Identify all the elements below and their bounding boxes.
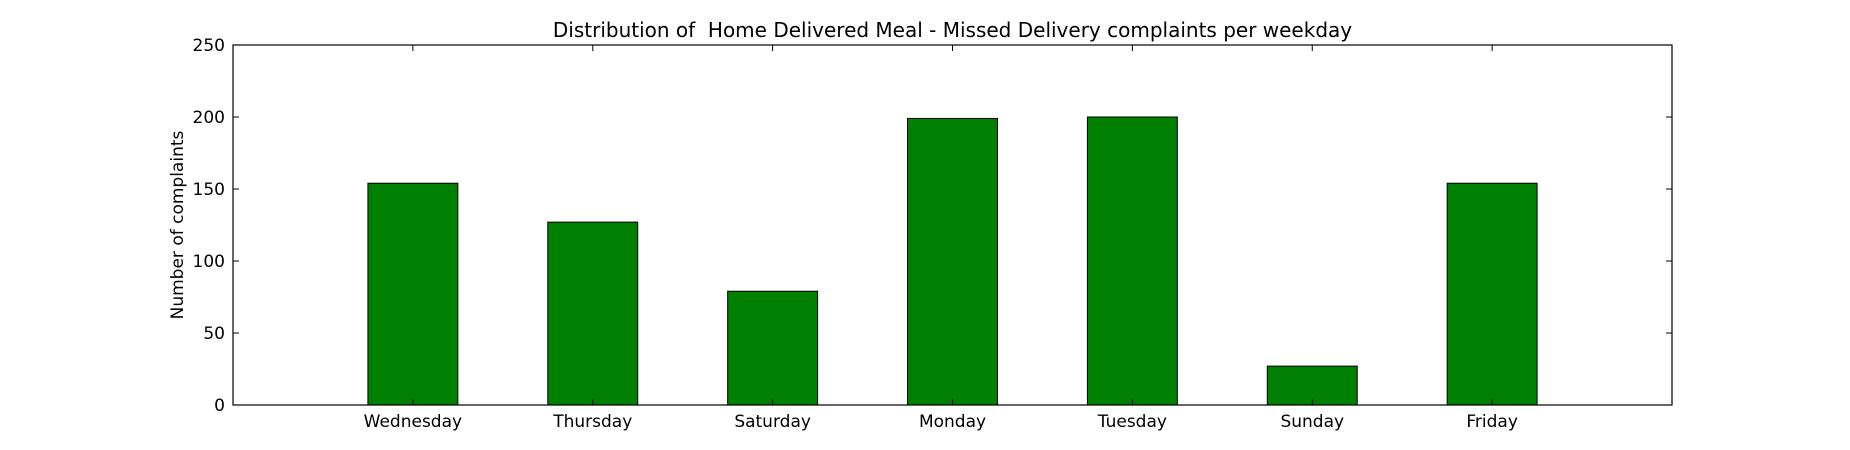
y-axis-label: Number of complaints (168, 130, 188, 319)
y-tick-label: 0 (214, 396, 225, 416)
bar-tuesday (1086, 116, 1178, 406)
y-tick-label: 100 (193, 252, 225, 272)
plot-frame (232, 44, 1673, 406)
x-tick-label-wednesday: Wednesday (364, 412, 462, 432)
bar-saturday (727, 290, 819, 406)
x-tick-label-thursday: Thursday (552, 412, 632, 432)
y-tick-label: 200 (193, 108, 225, 128)
ticks-layer: 0 50 100 150 200 250 Wednesday Thursday Saturday… (193, 36, 1672, 432)
x-tick-label-sunday: Sunday (1280, 412, 1344, 432)
x-tick-label-tuesday: Tuesday (1097, 412, 1167, 432)
x-tick-label-saturday: Saturday (734, 412, 811, 432)
bar-thursday (547, 221, 639, 406)
chart-title: Distribution of Home Delivered Meal - Mi… (553, 18, 1352, 42)
y-tick-label: 150 (193, 180, 225, 200)
y-tick-label: 250 (193, 36, 225, 56)
bar-monday (907, 117, 998, 406)
y-tick-label: 50 (203, 324, 225, 344)
bar-friday (1446, 182, 1538, 406)
x-tick-label-friday: Friday (1466, 412, 1518, 432)
x-tick-label-monday: Monday (919, 412, 986, 432)
bar-wednesday (367, 182, 459, 406)
bars-layer (367, 116, 1538, 406)
bar-sunday (1266, 365, 1358, 406)
